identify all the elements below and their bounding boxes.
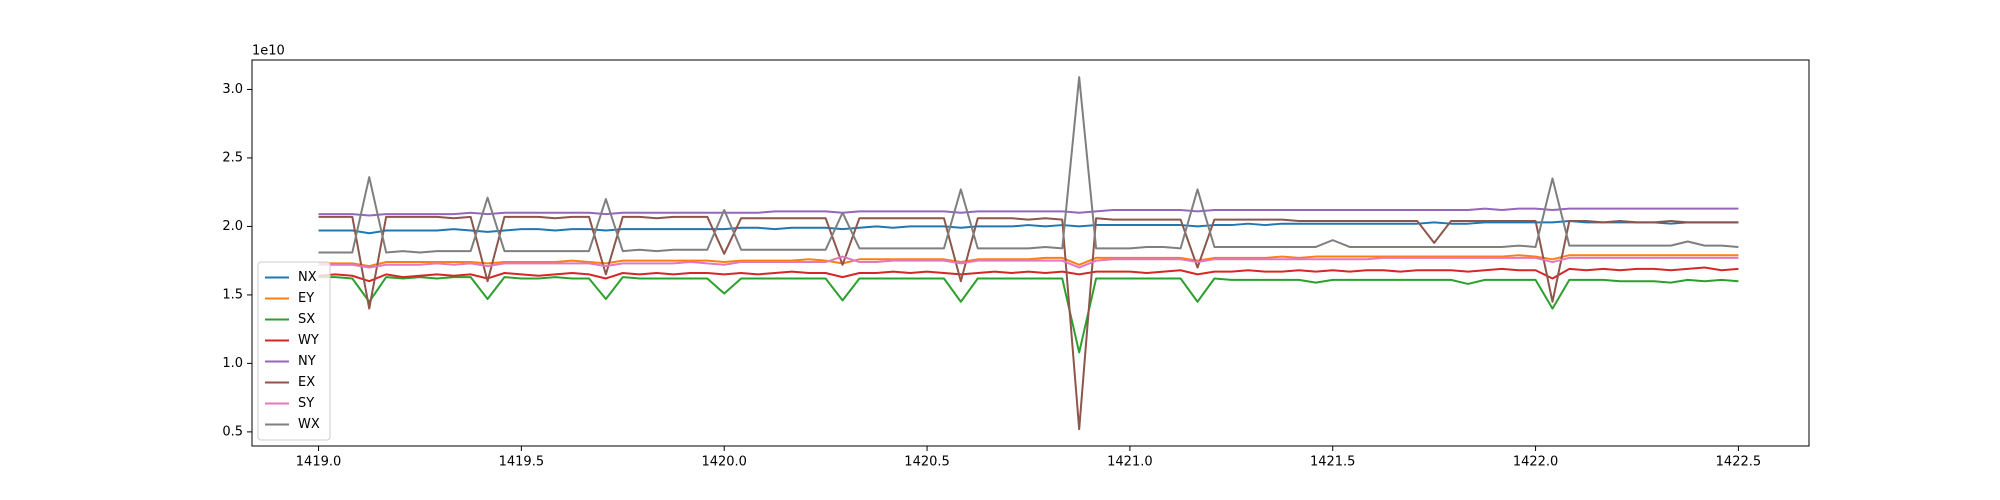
series-line <box>318 215 1739 431</box>
x-tick-label: 1421.5 <box>1310 455 1356 470</box>
plot-frame <box>251 59 1810 447</box>
legend-label: EX <box>298 375 315 390</box>
series-line <box>318 266 1739 283</box>
legend-label: WY <box>298 333 319 348</box>
series-line <box>318 276 1739 354</box>
series-line <box>318 255 1739 269</box>
x-tick-label: 1422.0 <box>1513 455 1559 470</box>
x-tick-label: 1420.5 <box>904 455 950 470</box>
series-line <box>318 207 1739 217</box>
legend-label: SX <box>298 312 315 327</box>
legend-label: NY <box>298 354 316 369</box>
series-line <box>318 76 1739 254</box>
x-tick-label: 1419.0 <box>296 455 342 470</box>
y-tick-label: 1.5 <box>222 287 243 302</box>
legend: NX EY SX WY NY EX SY WX <box>257 261 331 441</box>
legend-box <box>257 261 331 441</box>
x-tick-label: 1419.5 <box>499 455 545 470</box>
legend-label: WX <box>298 417 320 432</box>
y-tick-label: 0.5 <box>222 424 243 439</box>
y-tick-label: 2.5 <box>222 150 243 165</box>
legend-label: SY <box>298 396 314 411</box>
legend-label: NX <box>298 270 317 285</box>
series-line <box>318 219 1739 235</box>
legend-label: EY <box>298 291 314 306</box>
y-tick-label: 3.0 <box>222 82 243 97</box>
offset-label: 1e10 <box>252 44 285 59</box>
y-tick-label: 2.0 <box>222 219 243 234</box>
x-tick-label: 1420.0 <box>701 455 747 470</box>
x-tick-label: 1422.5 <box>1716 455 1762 470</box>
series-line <box>318 254 1739 268</box>
y-tick-label: 1.0 <box>222 356 243 371</box>
x-tick-label: 1421.0 <box>1107 455 1153 470</box>
